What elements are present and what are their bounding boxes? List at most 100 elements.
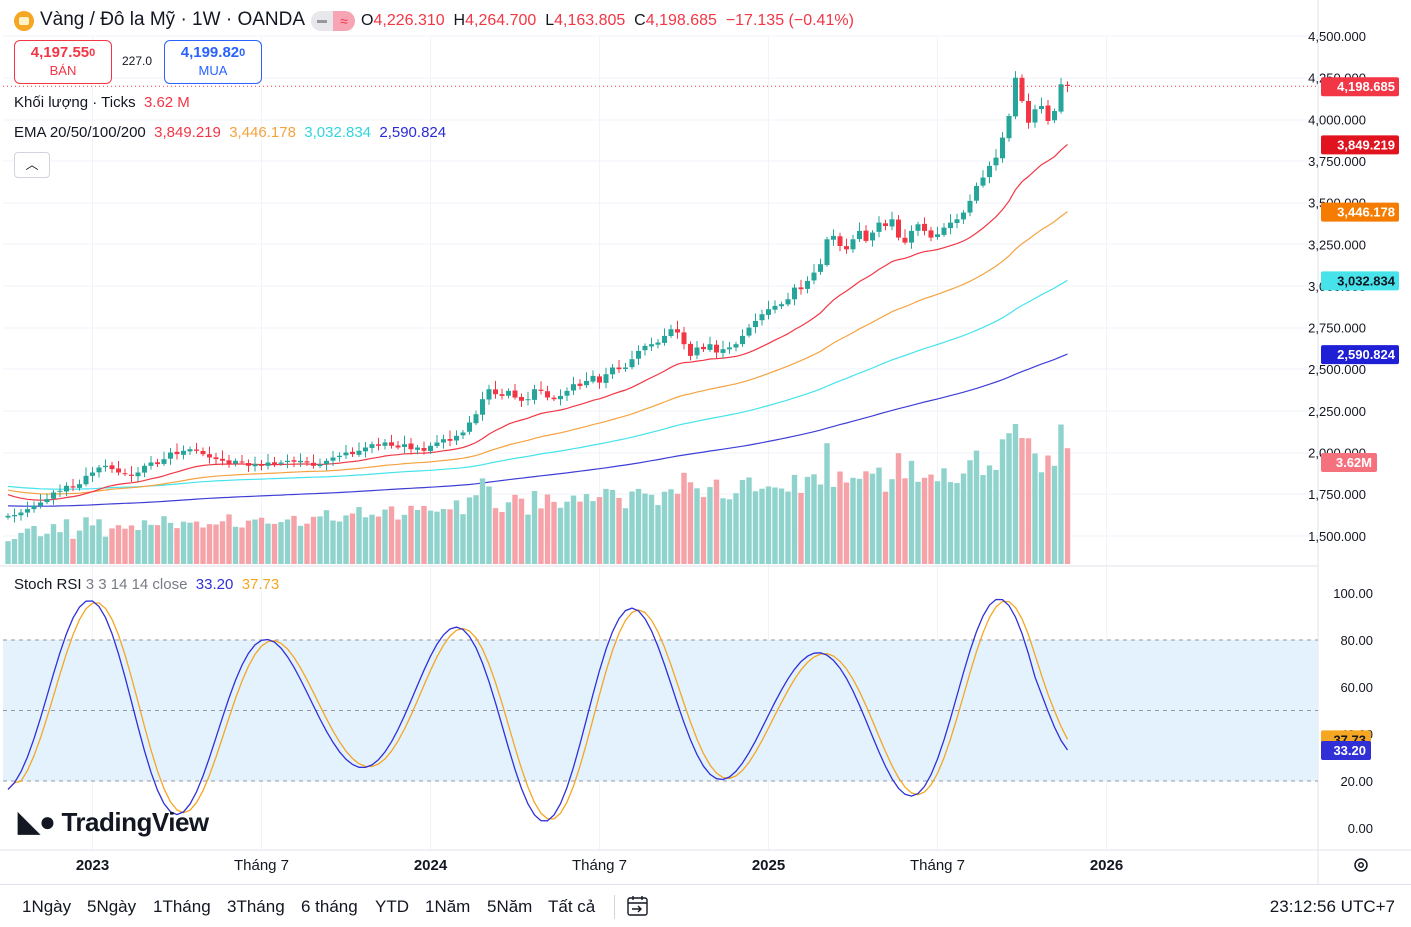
market-status-toggle[interactable]: ≈ [311, 10, 356, 31]
volume-bar [830, 486, 837, 564]
candle-body [441, 439, 446, 443]
volume-bar [557, 507, 564, 564]
candle-body [623, 367, 628, 369]
volume-bar [148, 524, 154, 564]
candle-body [142, 465, 147, 473]
price-change: −17.135 (−0.41%) [725, 12, 854, 29]
volume-bar [999, 439, 1006, 564]
ohlc-high: H4,264.700 [453, 12, 537, 29]
range-1y[interactable]: 1Năm [425, 897, 471, 916]
ema20-line [7, 143, 1068, 501]
candle-body [610, 367, 615, 375]
volume-bar [408, 505, 414, 564]
candle-body [824, 239, 830, 265]
candle-body [948, 222, 953, 229]
candle-body [103, 465, 108, 468]
volume-bars [5, 424, 1071, 564]
toolbar-divider [614, 895, 615, 919]
volume-bar [577, 501, 583, 564]
volume-bar [154, 525, 161, 564]
candle-body [480, 399, 485, 415]
stoch-tick-label: 80.00 [1340, 633, 1373, 648]
candle-body [636, 350, 641, 359]
clock-timezone[interactable]: 23:12:56 UTC+7 [1269, 897, 1395, 916]
sell-button[interactable]: 4,197.550 BÁN [14, 40, 112, 84]
volume-bar [271, 523, 278, 564]
candle-body [272, 462, 277, 465]
candle-body [343, 452, 349, 456]
range-ytd[interactable]: YTD [375, 897, 409, 916]
volume-legend[interactable]: Khối lượng · Ticks 3.62 M [14, 94, 190, 111]
ema-legend[interactable]: EMA 20/50/100/200 3,849.219 3,446.178 3,… [14, 124, 446, 141]
volume-bar [850, 477, 856, 564]
range-1m[interactable]: 1Tháng [153, 897, 211, 916]
candle-body [681, 332, 687, 345]
volume-badge [1321, 453, 1377, 472]
range-1d[interactable]: 1Ngày [22, 897, 72, 916]
stoch-d-line [7, 600, 1069, 820]
volume-bar [752, 491, 759, 564]
price-tick-label: 3,750.000 [1308, 154, 1366, 169]
volume-bar [993, 469, 999, 564]
volume-bar [187, 522, 193, 564]
volume-bar [135, 530, 141, 564]
volume-bar [622, 508, 629, 564]
price-badge [1321, 77, 1399, 97]
collapse-legend-button[interactable]: ︿ [14, 152, 50, 178]
volume-bar [934, 481, 941, 564]
candle-body [96, 467, 102, 473]
price-badge [1321, 271, 1399, 291]
volume-bar [284, 519, 291, 564]
range-all[interactable]: Tất cả [548, 897, 596, 916]
candle-body [363, 447, 368, 452]
stoch-badge-label: 33.20 [1333, 743, 1366, 758]
candle-body [122, 473, 128, 475]
candle-body [291, 460, 297, 462]
candle-body [1019, 77, 1025, 101]
volume-bar [739, 480, 746, 564]
candle-body [649, 344, 654, 347]
candle-body [187, 449, 193, 452]
volume-bar [362, 517, 369, 564]
candle-body [519, 397, 524, 401]
candle-body [740, 335, 745, 345]
candle-body [571, 384, 576, 391]
candle-body [408, 443, 414, 450]
candle-body [883, 223, 888, 226]
range-6m[interactable]: 6 tháng [301, 897, 358, 916]
ohlc-open: O4,226.310 [361, 12, 445, 29]
volume-bar [421, 506, 427, 564]
volume-badge-label: 3.62M [1336, 455, 1372, 470]
range-5d[interactable]: 5Ngày [87, 897, 137, 916]
range-3m[interactable]: 3Tháng [227, 897, 285, 916]
candle-body [980, 177, 986, 186]
volume-bar [570, 495, 577, 564]
goto-date-icon[interactable] [626, 895, 650, 917]
buy-button[interactable]: 4,199.820 MUA [164, 40, 262, 84]
volume-bar [856, 478, 863, 564]
stoch-legend[interactable]: Stoch RSI 3 3 14 14 close 33.20 37.73 [14, 576, 279, 593]
price-tick-label: 3,250.000 [1308, 237, 1366, 252]
candle-body [356, 450, 362, 455]
chart-canvas[interactable]: 4,500.0004,250.0004,000.0003,750.0003,50… [0, 0, 1411, 884]
candle-body [974, 185, 979, 201]
candle-body [116, 468, 121, 473]
candle-body [213, 457, 219, 460]
candle-body [454, 435, 459, 441]
time-tick-label: 2026 [1090, 857, 1123, 874]
volume-bar [791, 474, 798, 564]
volume-bar [96, 519, 102, 564]
range-5y[interactable]: 5Năm [487, 897, 533, 916]
volume-bar [1019, 438, 1025, 564]
time-axis: 2023 Tháng 7 2024 Tháng 7 2025 Tháng 7 2026 [76, 857, 1123, 874]
volume-bar [713, 479, 720, 564]
buy-label: MUA [198, 63, 228, 78]
volume-bar [954, 483, 960, 564]
time-tick-label: 2025 [752, 857, 785, 874]
candle-body [922, 223, 927, 231]
settings-icon[interactable] [1352, 856, 1370, 874]
candle-body [51, 492, 56, 499]
symbol-title[interactable]: Vàng / Đô la Mỹ · 1W · OANDA [40, 9, 306, 30]
ohlc-close: C4,198.685 [634, 12, 717, 29]
candle-body [382, 442, 388, 446]
